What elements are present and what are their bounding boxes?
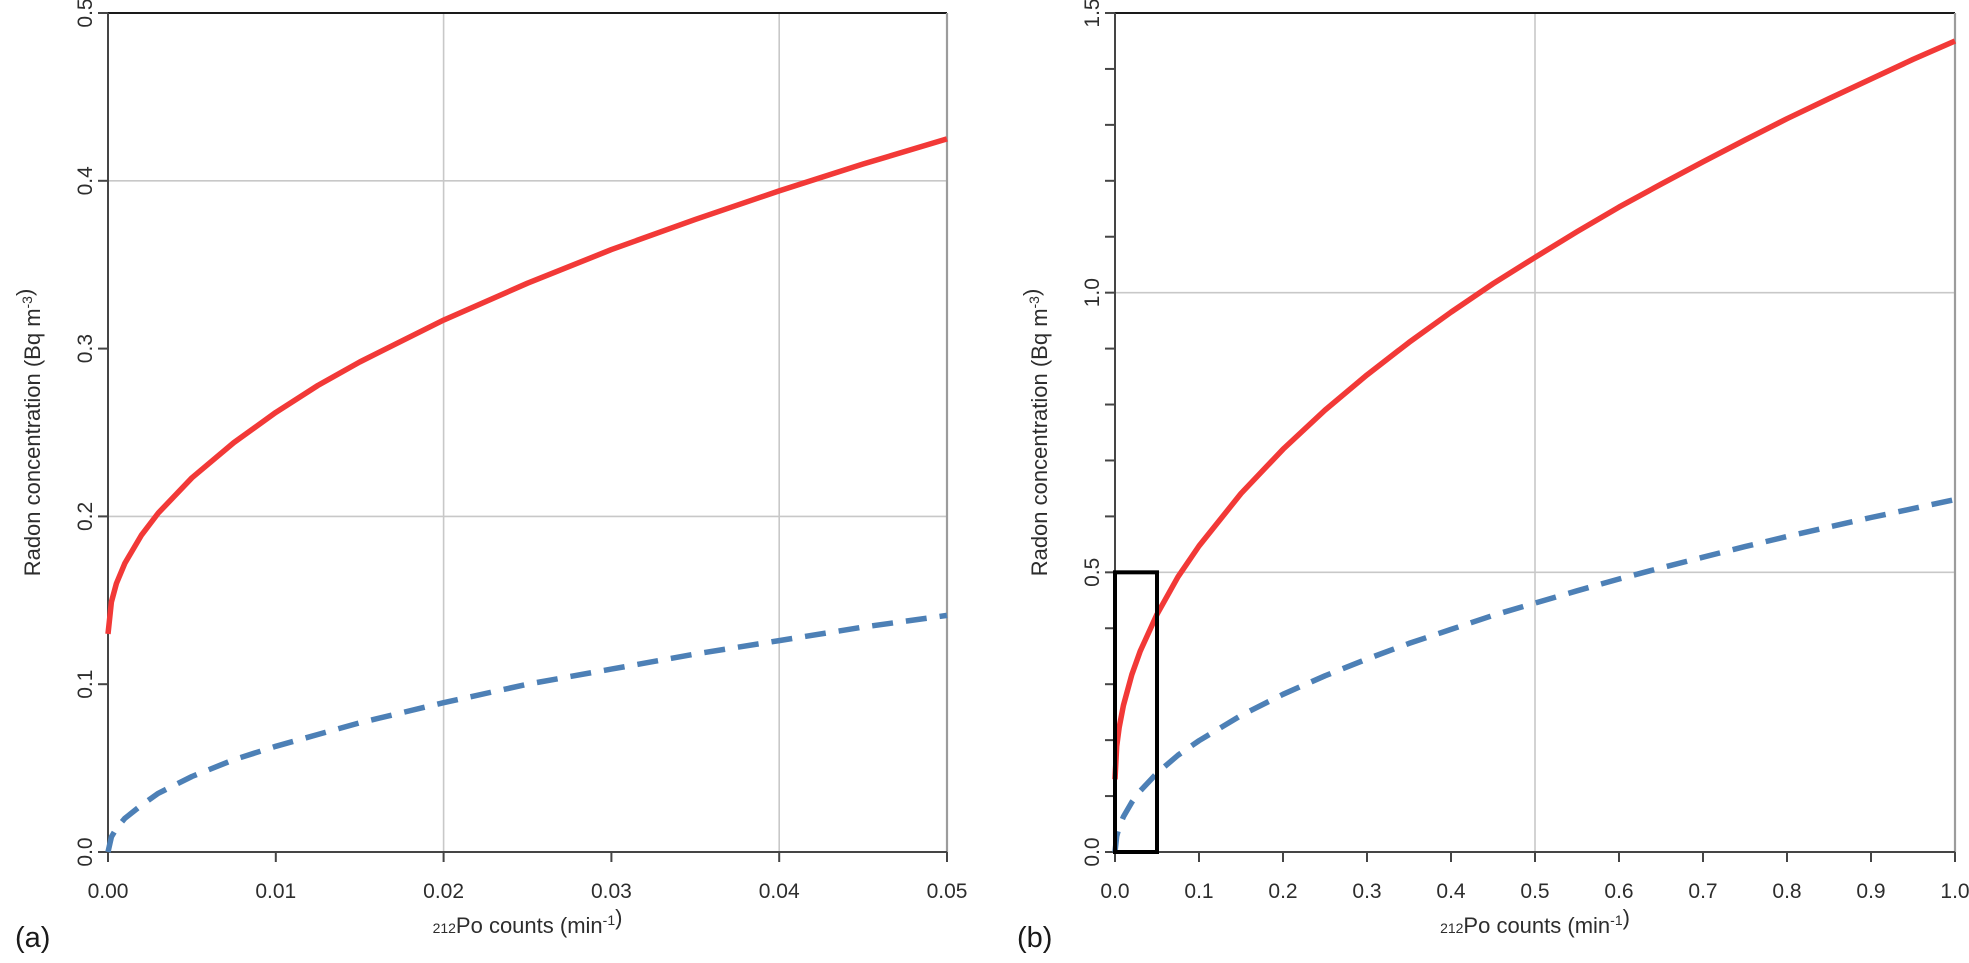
x-tick-label: 0.0 bbox=[1100, 880, 1129, 903]
y-tick-label: 0.1 bbox=[74, 670, 97, 699]
x-axis-title: 212Po counts (min-1) bbox=[433, 905, 623, 938]
y-tick-label: 1.5 bbox=[1081, 0, 1104, 28]
y-axis-title: Radon concentration (Bq m-3) bbox=[12, 289, 45, 577]
red-solid-curve bbox=[105, 136, 948, 635]
y-axis-title: Radon concentration (Bq m-3) bbox=[1019, 289, 1052, 577]
x-tick-label: 0.00 bbox=[88, 880, 129, 903]
x-tick-label: 0.8 bbox=[1772, 880, 1801, 903]
panel-label-a: (a) bbox=[15, 922, 51, 954]
y-tick-label: 1.0 bbox=[1081, 278, 1104, 307]
x-tick-label: 0.05 bbox=[927, 880, 968, 903]
x-tick-label: 0.03 bbox=[591, 880, 632, 903]
y-tick-label: 0.5 bbox=[74, 0, 97, 28]
panel-b: 0.0 0.1 0.2 0.3 0.4 0.5 0.6 0.7 0.8 0.9 1.0 0.0 0.5 1… bbox=[1019, 0, 1969, 938]
panel-a: 0.00 0.01 0.02 0.03 0.04 0.05 0.0 0.1 0.2 0.3 0.4 0… bbox=[12, 0, 967, 938]
x-tick-label: 0.02 bbox=[423, 880, 464, 903]
panel-label-b: (b) bbox=[1017, 922, 1053, 954]
blue-dashed-curve bbox=[1112, 496, 1956, 853]
x-tick-label: 0.2 bbox=[1268, 880, 1297, 903]
x-tick-label: 0.1 bbox=[1184, 880, 1213, 903]
blue-dashed-curve bbox=[105, 612, 948, 853]
y-tick-label: 0.2 bbox=[74, 502, 97, 531]
y-tick-label: 0.3 bbox=[74, 334, 97, 363]
y-tick-label: 0.0 bbox=[74, 837, 97, 866]
x-tick-label: 0.6 bbox=[1604, 880, 1633, 903]
red-solid-curve bbox=[1112, 38, 1957, 780]
x-tick-label: 1.0 bbox=[1940, 880, 1969, 903]
x-tick-label: 0.3 bbox=[1352, 880, 1381, 903]
y-tick-label: 0.5 bbox=[1081, 558, 1104, 587]
y-tick-label: 0.0 bbox=[1081, 837, 1104, 866]
x-tick-label: 0.4 bbox=[1436, 880, 1466, 903]
y-tick-label: 0.4 bbox=[74, 166, 97, 196]
x-tick-label: 0.9 bbox=[1856, 880, 1885, 903]
zoom-region-box bbox=[1113, 570, 1159, 854]
x-tick-label: 0.7 bbox=[1688, 880, 1717, 903]
x-tick-label: 0.01 bbox=[255, 880, 296, 903]
x-tick-label: 0.04 bbox=[759, 880, 800, 903]
x-tick-label: 0.5 bbox=[1520, 880, 1549, 903]
x-axis-title: 212Po counts (min-1) bbox=[1440, 905, 1630, 938]
